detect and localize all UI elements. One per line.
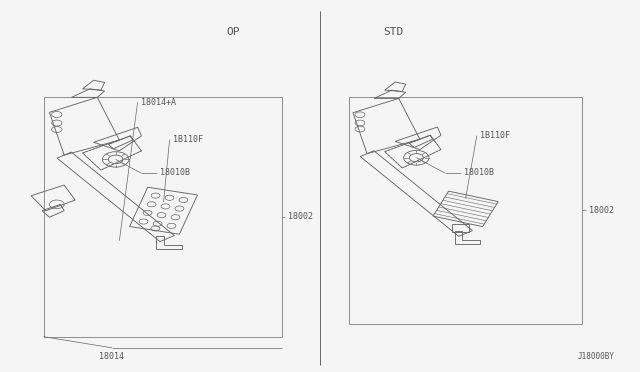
Text: 18002: 18002: [589, 206, 614, 215]
Text: STD: STD: [383, 27, 404, 36]
Text: 1B110F: 1B110F: [480, 131, 510, 140]
Text: J18000BY: J18000BY: [577, 352, 614, 361]
Text: OP: OP: [227, 27, 241, 36]
Text: 1B110F: 1B110F: [173, 135, 203, 144]
Text: 18014: 18014: [99, 352, 125, 360]
Text: 18010B: 18010B: [160, 169, 190, 177]
Text: 18010B: 18010B: [464, 169, 494, 177]
Text: 18002: 18002: [288, 212, 313, 221]
Text: 18014+A: 18014+A: [141, 98, 176, 107]
